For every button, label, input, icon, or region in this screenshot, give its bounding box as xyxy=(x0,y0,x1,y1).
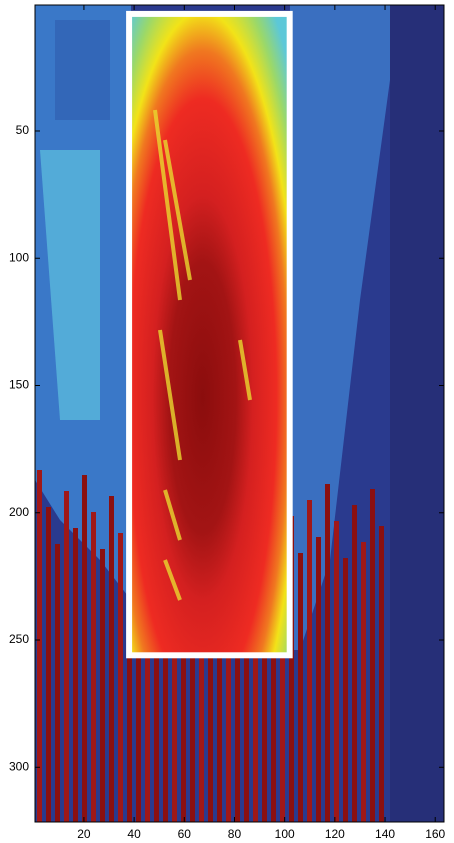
image-region xyxy=(40,150,100,420)
y-tick-label: 50 xyxy=(16,123,30,137)
image-stripe xyxy=(64,491,69,822)
x-tick-label: 60 xyxy=(178,827,192,841)
plot-frame xyxy=(34,4,445,823)
image-stripe xyxy=(226,527,231,822)
image-stripe xyxy=(343,558,348,822)
highlight-box xyxy=(126,10,293,659)
image-stripe xyxy=(109,496,114,822)
x-tick-label: 80 xyxy=(228,827,242,841)
image-region xyxy=(390,5,444,822)
image-stripe xyxy=(244,511,249,822)
image-stripe xyxy=(82,475,87,822)
x-tick-label: 20 xyxy=(77,827,91,841)
axes: 20 40 60 80 100 120 140 160 50 100 150 200 250 300 xyxy=(9,5,446,841)
image-region xyxy=(131,12,290,655)
image-stripe xyxy=(55,544,60,822)
y-tick-label: 200 xyxy=(9,505,29,519)
image-stripe xyxy=(199,506,204,822)
image-stripe xyxy=(253,548,258,822)
image-stripe xyxy=(136,517,141,822)
y-tick-label: 150 xyxy=(9,378,29,392)
image-stripe xyxy=(352,505,357,822)
image-stripe xyxy=(163,538,168,822)
image-stripe xyxy=(361,542,366,822)
image-stripe xyxy=(37,470,42,822)
image-stripe xyxy=(46,507,51,822)
y-tick-label: 300 xyxy=(9,759,29,773)
image-stripe xyxy=(91,512,96,822)
image-stripe xyxy=(100,549,105,822)
image-stripe xyxy=(316,537,321,822)
image-stripe xyxy=(271,532,276,822)
y-tick-label: 250 xyxy=(9,632,29,646)
image-stripe xyxy=(334,521,339,822)
y-tick-label: 100 xyxy=(9,250,29,264)
x-tick-label: 140 xyxy=(375,827,395,841)
heatmap-image xyxy=(35,5,444,822)
image-stripe xyxy=(73,528,78,822)
x-tick-label: 40 xyxy=(127,827,141,841)
image-stripe xyxy=(181,522,186,822)
image-stripe xyxy=(262,495,267,822)
image-stripe xyxy=(145,554,150,822)
x-tick-label: 120 xyxy=(325,827,345,841)
image-region xyxy=(55,20,110,120)
image-stripe xyxy=(190,559,195,822)
image-stripe xyxy=(298,553,303,822)
image-streak xyxy=(153,109,252,601)
image-region xyxy=(290,5,390,650)
image-stripe xyxy=(379,526,384,822)
x-tick-label: 160 xyxy=(425,827,445,841)
image-stripe xyxy=(289,516,294,822)
x-tick-label: 100 xyxy=(275,827,295,841)
image-stripe xyxy=(118,533,123,822)
image-stripe xyxy=(208,543,213,822)
image-stripe xyxy=(307,500,312,822)
image-stripe xyxy=(154,501,159,822)
image-stripe xyxy=(370,489,375,822)
image-stripe xyxy=(325,484,330,822)
